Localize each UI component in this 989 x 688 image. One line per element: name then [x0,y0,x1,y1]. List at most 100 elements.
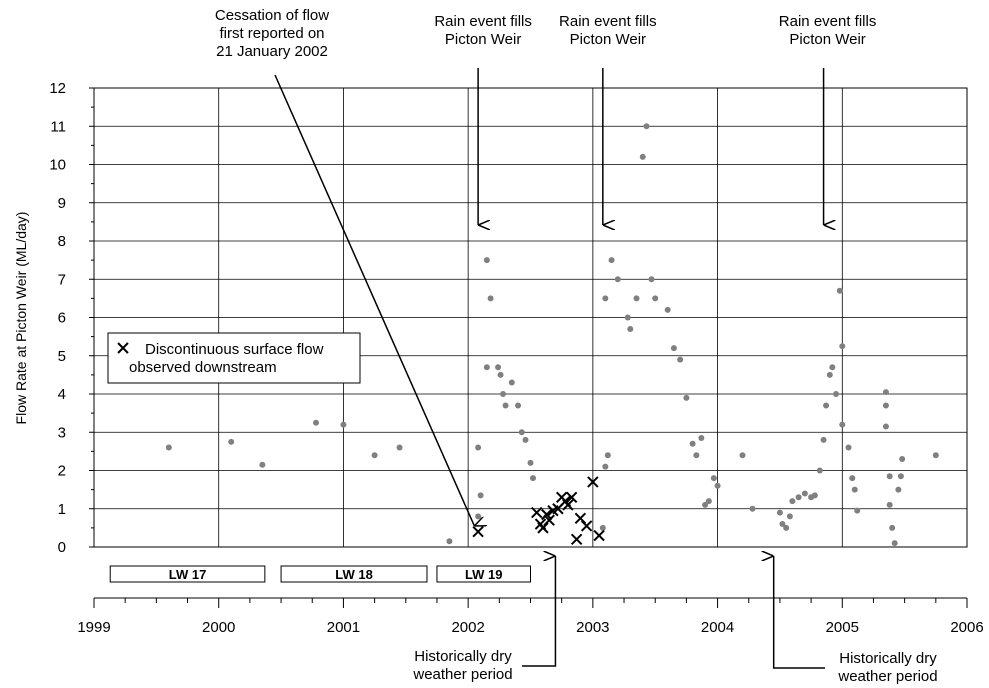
y-tick-label: 6 [58,310,66,327]
legend-marker-x [117,342,129,354]
data-point-dot [749,505,756,512]
data-point-dot [648,276,655,283]
data-point-dot [340,421,347,428]
data-point-dot [495,364,502,371]
data-point-dot [836,287,843,294]
x-axis: 1999 2000 2001 2002 2003 2004 2005 2006 [77,597,984,636]
data-point-dot [932,452,939,459]
arrow-cessation [274,74,474,526]
data-point-dot [714,482,721,489]
x-tick-label: 2000 [202,619,235,636]
y-tick-label: 5 [58,348,66,365]
y-tick-label: 2 [58,463,66,480]
data-point-dot [500,391,507,397]
longwall-bar: LW 18 [280,565,428,583]
longwall-bar-label: LW 19 [465,567,503,582]
arrow-dry-period [774,556,825,669]
data-point-dot [529,475,536,482]
data-point-dot [633,295,640,302]
longwall-bar: LW 17 [109,565,266,583]
data-point-dot [823,402,830,409]
data-point-dot [854,507,861,514]
data-point-dot [475,444,482,451]
data-point-dot [816,467,823,474]
data-point-dot [851,486,858,493]
data-point-dot [710,475,717,482]
x-tick-label: 2003 [576,619,609,636]
longwall-bar-label: LW 18 [335,567,373,582]
y-tick-label: 4 [58,386,66,403]
data-point-dot [889,524,896,531]
data-point-cross [537,522,549,534]
data-point-dot [801,490,808,497]
x-tick-label: 2002 [451,619,484,636]
annotations: Cessation of flow first reported on 21 Jan… [215,7,938,685]
data-point-dot [652,295,659,302]
data-point-cross [531,506,543,519]
annotation-rain-event: Rain event fills Picton Weir [779,13,877,48]
data-point-cross [593,529,605,542]
data-point-cross [562,499,574,511]
arrow-dry-period [522,556,557,667]
data-point-dot [627,325,634,332]
data-point-dot [683,394,690,401]
data-point-dot [487,295,494,302]
data-point-dot [895,486,902,493]
y-tick-label: 0 [58,539,66,556]
data-point-dot [783,524,790,531]
data-point-cross [472,525,484,538]
data-point-dot [602,295,609,302]
y-tick-label: 1 [58,501,66,518]
data-point-dot [677,356,684,363]
data-point-dot [882,389,889,396]
data-point-dot [477,492,484,499]
data-point-dot [228,438,235,445]
y-tick-label: 8 [58,233,66,250]
data-point-dot [897,473,904,480]
y-tick-label: 3 [58,424,66,441]
data-point-cross [543,514,555,526]
annotation-cessation: Cessation of flow first reported on 21 Jan… [215,7,329,60]
data-point-dot [839,421,846,428]
data-point-dot [739,452,746,459]
data-point-dot [789,498,796,505]
annotation-dry-period: Historically dry weather period [837,650,937,685]
data-point-cross [570,533,583,546]
data-point-dot [599,524,606,531]
data-point-dot [833,391,840,397]
annotation-dry-period: Historically dry weather period [412,648,512,683]
x-tick-label: 2005 [826,619,859,636]
data-point-dot [829,364,836,371]
data-point-dot [446,538,453,545]
longwall-bar-box [109,565,266,583]
data-point-dot [886,473,893,480]
longwall-bar: LW 19 [436,565,532,583]
data-point-cross [565,491,578,503]
data-point-dot [693,452,700,459]
data-point-dot [518,429,525,436]
x-tick-label: 2004 [701,619,734,636]
data-point-dot [483,364,490,371]
data-point-dot [886,501,893,508]
data-point-dot [515,402,522,409]
data-point-dot [776,509,783,516]
x-tick-label: 2006 [950,619,983,636]
x-tick-label: 2001 [327,619,360,636]
y-tick-label: 9 [58,195,66,212]
data-point-dot [698,434,705,441]
longwall-bars: LW 17 LW 18 LW 19 [109,565,532,583]
gridlines [94,88,967,547]
data-point-dot [639,153,646,160]
data-point-dot [502,402,509,409]
data-point-dot [702,501,709,508]
data-point-dot [839,343,846,350]
data-point-dot [899,456,906,463]
data-point-dot [811,492,818,499]
data-point-cross [574,512,587,525]
data-point-dot [508,379,515,386]
data-point-dot [849,475,856,482]
data-point-dot [259,461,266,468]
data-point-dot [845,444,852,451]
